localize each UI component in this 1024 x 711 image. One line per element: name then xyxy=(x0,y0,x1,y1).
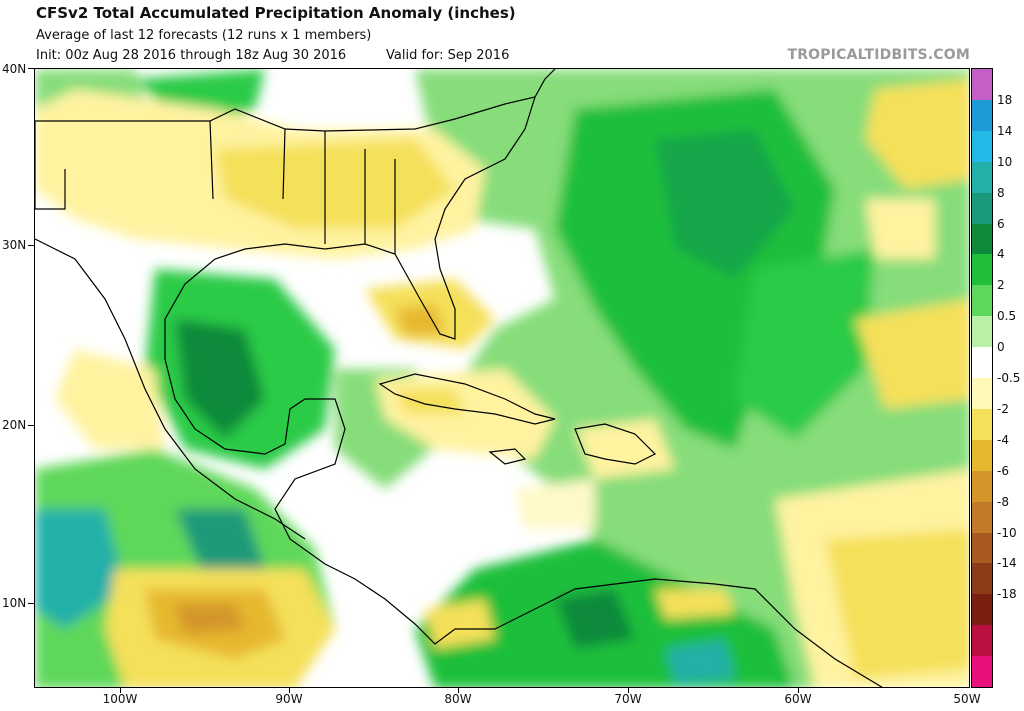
colorbar-segment xyxy=(972,285,992,317)
brand-watermark: TROPICALTIDBITS.COM xyxy=(787,47,970,63)
tick-30n xyxy=(28,245,34,246)
colorbar-segment xyxy=(972,99,992,132)
colorbar-segment xyxy=(972,439,992,472)
tick-20n xyxy=(28,425,34,426)
colorbar-label: 0.5 xyxy=(997,309,1017,324)
colorbar-label: -2 xyxy=(997,401,1009,416)
colorbar-label: 14 xyxy=(997,123,1013,138)
colorbar-label: 18 xyxy=(997,92,1013,107)
colorbar-segment xyxy=(972,69,992,101)
tick-60w xyxy=(798,688,799,693)
colorbar-label: 0 xyxy=(997,340,1005,355)
coastlines xyxy=(35,69,883,687)
tick-100w xyxy=(120,688,121,693)
colorbar-segment xyxy=(972,470,992,503)
lat-label-30n: 30N xyxy=(2,238,27,252)
colorbar-segment xyxy=(972,563,992,595)
colorbar-label: 6 xyxy=(997,216,1005,231)
colorbar-segment xyxy=(972,161,992,194)
init-time-label: Init: 00z Aug 28 2016 through 18z Aug 30… xyxy=(36,48,347,63)
colorbar-segment xyxy=(972,656,992,688)
lat-label-10n: 10N xyxy=(2,596,27,610)
lat-label-20n: 20N xyxy=(2,418,27,432)
tick-40n xyxy=(28,68,34,69)
colorbar-segment xyxy=(972,594,992,626)
colorbar-label: 2 xyxy=(997,278,1005,293)
tick-90w xyxy=(289,688,290,693)
anomaly-field xyxy=(35,69,969,687)
colorbar-segment xyxy=(972,378,992,410)
colorbar-segment xyxy=(972,254,992,286)
colorbar-label: -18 xyxy=(997,587,1017,602)
colorbar-label: -6 xyxy=(997,463,1009,478)
lon-label-70w: 70W xyxy=(614,692,642,706)
colorbar-label: 4 xyxy=(997,247,1005,262)
colorbar-segment xyxy=(972,316,992,348)
colorbar-segment xyxy=(972,223,992,255)
map-canvas xyxy=(35,69,969,687)
tick-10n xyxy=(28,603,34,604)
map-title: CFSv2 Total Accumulated Precipitation An… xyxy=(36,4,516,22)
colorbar-segment xyxy=(972,625,992,657)
colorbar-label: -10 xyxy=(997,525,1017,540)
colorbar-segment xyxy=(972,347,992,379)
colorbar-label: -14 xyxy=(997,556,1017,571)
colorbar-segment xyxy=(972,130,992,163)
colorbar-segment xyxy=(972,192,992,224)
map-subtitle: Average of last 12 forecasts (12 runs x … xyxy=(36,28,372,43)
lon-label-60w: 60W xyxy=(784,692,812,706)
lon-label-90w: 90W xyxy=(275,692,303,706)
lon-label-50w: 50W xyxy=(953,692,981,706)
colorbar-segment xyxy=(972,501,992,533)
colorbar xyxy=(971,68,993,688)
tick-70w xyxy=(628,688,629,693)
tick-80w xyxy=(458,688,459,693)
lon-label-100w: 100W xyxy=(102,692,138,706)
valid-time-label: Valid for: Sep 2016 xyxy=(386,48,510,63)
lat-label-40n: 40N xyxy=(2,62,27,76)
colorbar-segment xyxy=(972,408,992,441)
colorbar-label: 10 xyxy=(997,154,1013,169)
lon-label-80w: 80W xyxy=(444,692,472,706)
anomaly-map xyxy=(34,68,970,688)
colorbar-label: -8 xyxy=(997,494,1009,509)
colorbar-label: -4 xyxy=(997,432,1009,447)
colorbar-segment xyxy=(972,532,992,564)
colorbar-label: -0.5 xyxy=(997,371,1021,385)
colorbar-label: 8 xyxy=(997,185,1005,200)
